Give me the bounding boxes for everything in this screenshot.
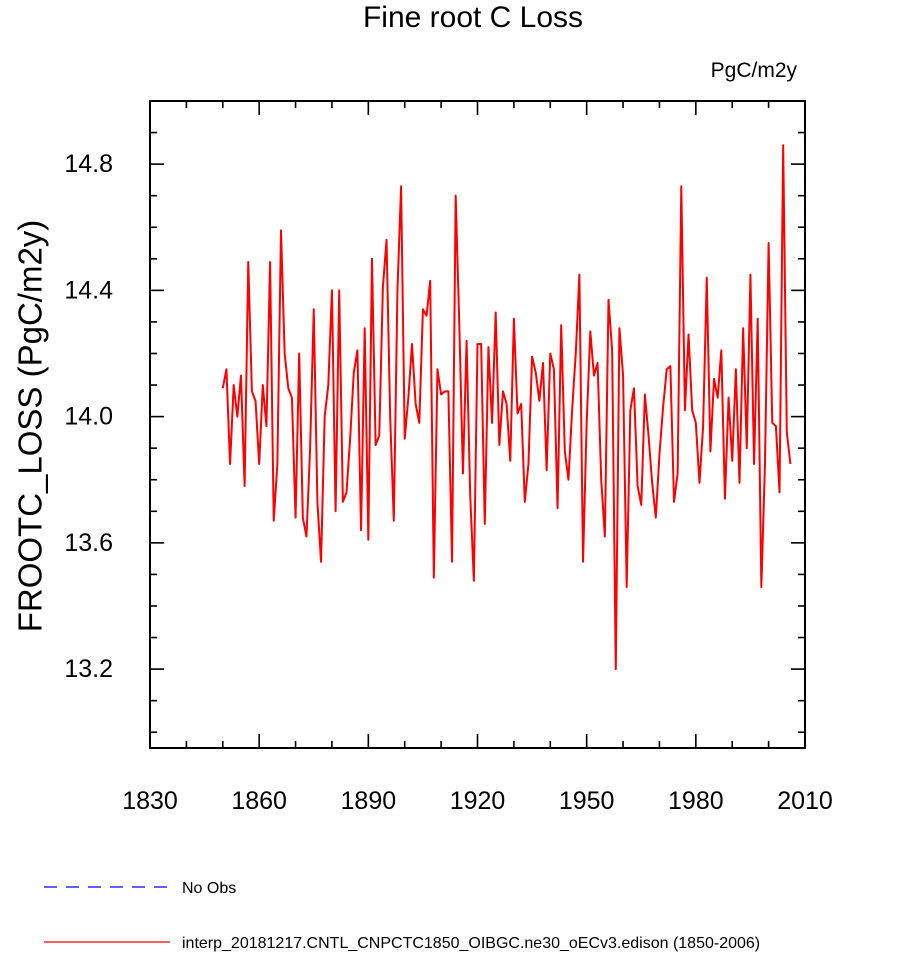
units-label: PgC/m2y (711, 59, 798, 82)
axis-ticks (149, 101, 806, 748)
y-tick-label: 14.8 (64, 150, 113, 178)
y-axis-label: FROOTC_LOSS (PgC/m2y) (12, 220, 49, 633)
plot-frame (149, 100, 806, 749)
y-tick-labels: 13.2 13.6 14.0 14.4 14.8 (64, 150, 113, 683)
legend-label-model: interp_20181217.CNTL_CNPCTC1850_OIBGC.ne… (182, 935, 760, 952)
x-tick-label: 1890 (341, 787, 397, 815)
x-tick-label: 1860 (231, 787, 287, 815)
x-tick-label: 1920 (450, 787, 506, 815)
y-tick-label: 14.4 (64, 276, 113, 304)
x-tick-label: 1980 (668, 787, 724, 815)
chart-title: Fine root C Loss (363, 1, 583, 34)
legend-label-no-obs: No Obs (182, 880, 236, 897)
y-tick-label: 13.2 (64, 655, 113, 683)
x-tick-labels: 1830 1860 1890 1920 1950 1980 2010 (122, 787, 833, 815)
y-tick-label: 13.6 (64, 529, 113, 557)
x-tick-label: 1830 (122, 787, 178, 815)
legend: No Obs interp_20181217.CNTL_CNPCTC1850_O… (44, 880, 760, 952)
x-tick-label: 2010 (777, 787, 833, 815)
x-tick-label: 1950 (559, 787, 615, 815)
series-line (221, 144, 792, 671)
series-group (221, 144, 792, 671)
y-tick-label: 14.0 (64, 403, 113, 431)
